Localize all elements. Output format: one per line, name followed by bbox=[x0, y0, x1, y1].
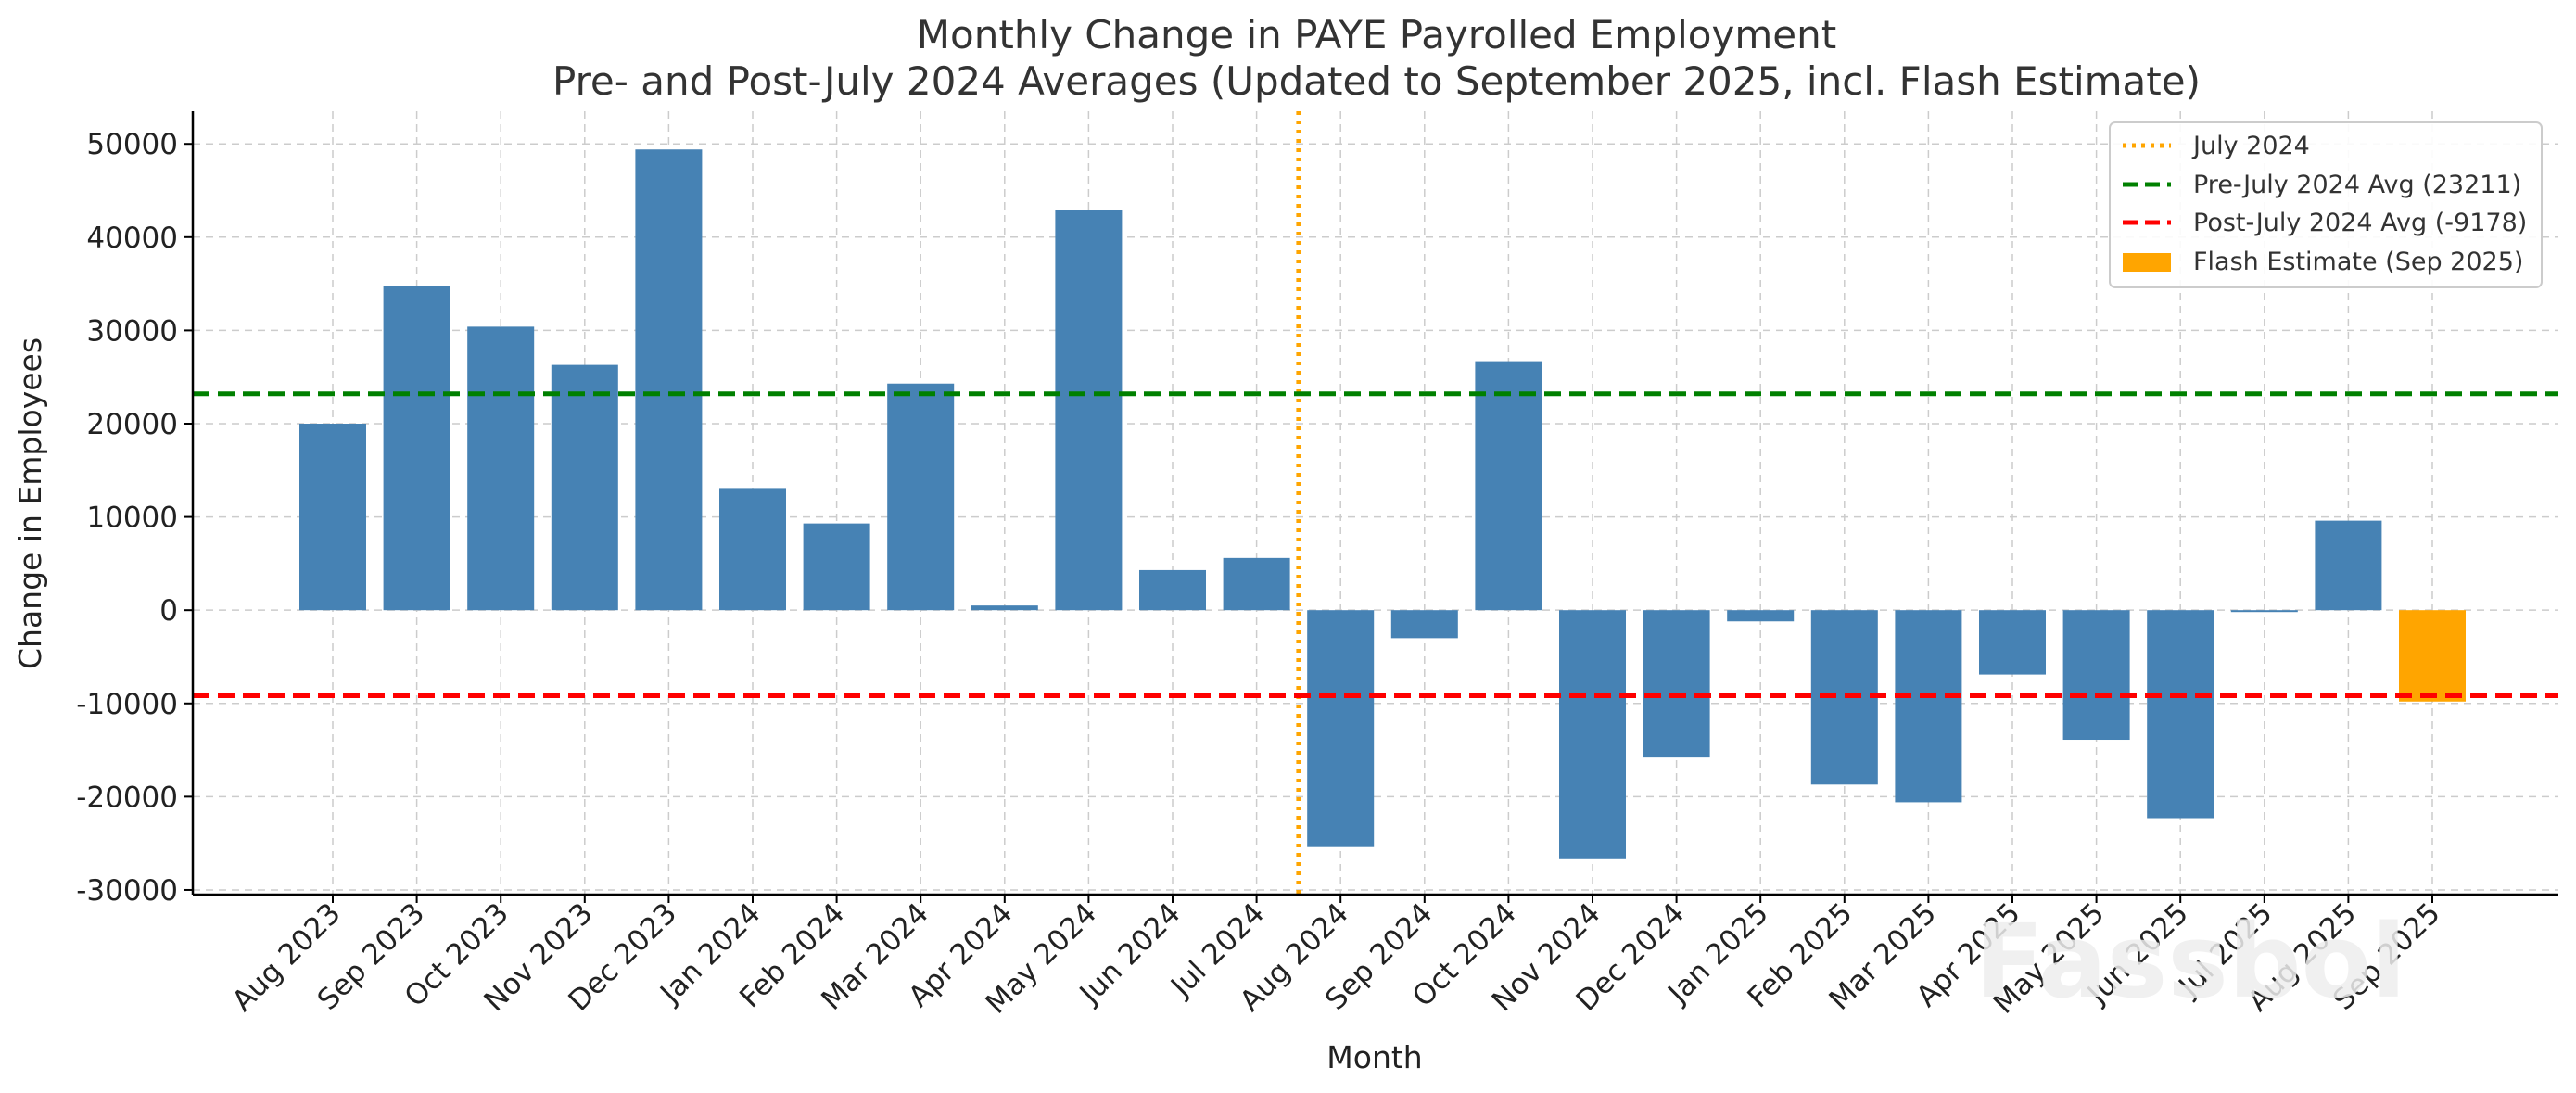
chart-subtitle: Pre- and Post-July 2024 Averages (Update… bbox=[552, 58, 2201, 104]
reference-lines-layer bbox=[193, 111, 2558, 895]
bar bbox=[551, 364, 618, 611]
chart-title: Monthly Change in PAYE Payrolled Employm… bbox=[917, 12, 1836, 57]
y-tick-label: 0 bbox=[159, 594, 178, 628]
y-axis-label: Change in Employees bbox=[12, 337, 48, 669]
bar bbox=[1223, 557, 1290, 611]
bar bbox=[1475, 361, 1542, 611]
watermark: Fassbol bbox=[1974, 902, 2406, 1021]
y-tick-label: 30000 bbox=[86, 314, 178, 348]
bar bbox=[2062, 610, 2130, 741]
bar bbox=[2230, 610, 2298, 613]
legend-label-flash-estimate: Flash Estimate (Sep 2025) bbox=[2193, 248, 2523, 276]
y-tick-label: 20000 bbox=[86, 408, 178, 441]
x-axis-label: Month bbox=[1326, 1039, 1422, 1075]
bar bbox=[383, 286, 450, 611]
legend-box bbox=[2109, 121, 2543, 288]
y-tick-label: 50000 bbox=[86, 128, 178, 161]
bar bbox=[1055, 210, 1123, 611]
flash-estimate-bar bbox=[2399, 610, 2466, 702]
legend: July 2024 Pre-July 2024 Avg (23211) Post… bbox=[2109, 121, 2543, 288]
bar bbox=[2147, 610, 2214, 819]
axes-layer bbox=[191, 111, 2558, 896]
bar bbox=[2315, 520, 2382, 611]
bar bbox=[719, 488, 786, 611]
bar bbox=[1139, 569, 1206, 611]
legend-label-post-avg: Post-July 2024 Avg (-9178) bbox=[2193, 209, 2527, 237]
bars-layer bbox=[299, 149, 2466, 859]
bar bbox=[1390, 610, 1458, 639]
bar bbox=[299, 423, 366, 611]
bar bbox=[971, 605, 1038, 611]
bar bbox=[1895, 610, 1962, 803]
bar bbox=[1559, 610, 1626, 859]
legend-label-pre-avg: Pre-July 2024 Avg (23211) bbox=[2193, 171, 2521, 199]
bar bbox=[1643, 610, 1710, 758]
bar bbox=[467, 326, 535, 611]
bar bbox=[1979, 610, 2046, 675]
y-tick-label: 10000 bbox=[86, 502, 178, 535]
y-tick-label: -10000 bbox=[76, 688, 178, 721]
bar bbox=[887, 383, 955, 611]
bar bbox=[1307, 610, 1375, 847]
legend-swatch-flash-estimate bbox=[2123, 253, 2171, 272]
bar bbox=[635, 149, 703, 611]
y-tick-label: -20000 bbox=[76, 781, 178, 814]
y-tick-label: -30000 bbox=[76, 874, 178, 908]
legend-label-july-2024: July 2024 bbox=[2191, 132, 2310, 160]
y-tick-label: 40000 bbox=[86, 222, 178, 255]
bar bbox=[803, 523, 870, 611]
bar bbox=[1727, 610, 1795, 622]
